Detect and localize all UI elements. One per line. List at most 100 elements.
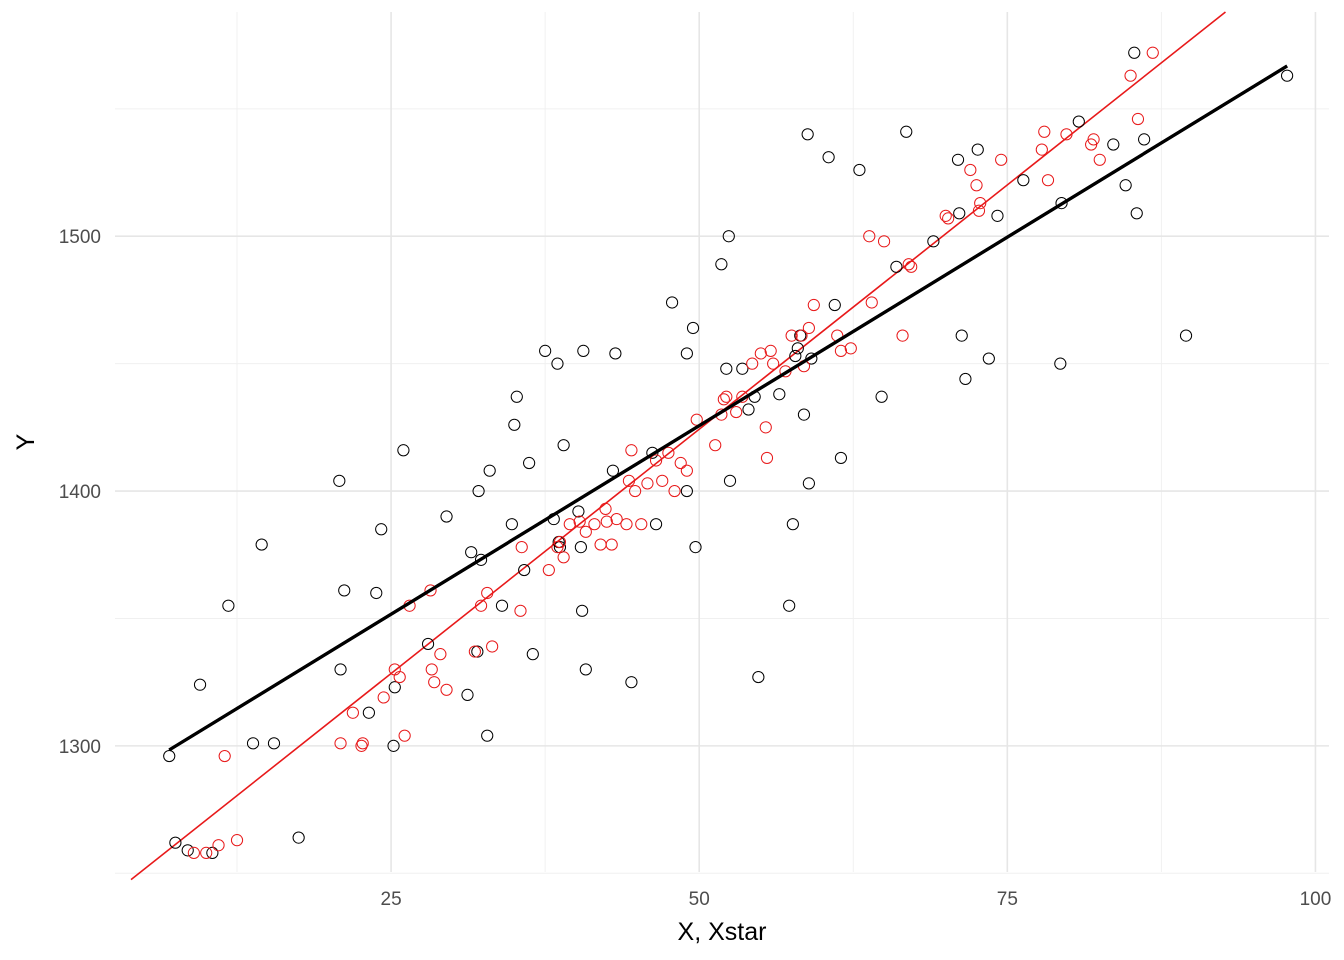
data-point: [486, 640, 499, 653]
data-point: [720, 390, 733, 403]
x-tick-label: 50: [689, 889, 710, 910]
data-point: [939, 209, 952, 222]
data-point: [495, 599, 509, 612]
data-point: [434, 648, 447, 661]
data-point: [579, 525, 592, 538]
x-axis-title: X, Xstar: [678, 918, 767, 946]
data-point: [594, 538, 607, 551]
data-point: [785, 329, 798, 342]
data-point: [982, 352, 995, 365]
data-point: [563, 518, 576, 531]
data-point: [791, 342, 804, 355]
data-point: [518, 563, 531, 577]
data-point: [972, 204, 986, 217]
data-point: [346, 706, 359, 719]
data-point: [355, 739, 368, 752]
data-point: [515, 541, 528, 554]
data-point: [649, 454, 663, 467]
data-point: [674, 456, 687, 470]
data-point: [334, 737, 347, 750]
y-tick-label: 1400: [59, 482, 101, 503]
data-point: [717, 393, 730, 406]
data-point: [863, 230, 876, 243]
data-point: [421, 637, 435, 651]
data-point: [822, 151, 835, 164]
data-point: [680, 464, 693, 477]
data-point: [370, 586, 383, 600]
data-point: [440, 510, 453, 523]
data-point: [200, 846, 213, 859]
x-tick-label: 75: [997, 889, 1018, 910]
data-point: [510, 390, 523, 403]
data-point: [722, 230, 735, 243]
data-point: [1055, 197, 1068, 210]
data-points: [163, 46, 1294, 859]
data-point: [481, 729, 494, 742]
data-point: [388, 681, 401, 694]
data-point: [865, 296, 878, 309]
data-point: [377, 691, 390, 704]
data-point: [646, 446, 659, 459]
data-point: [163, 749, 176, 763]
data-point: [656, 474, 669, 487]
data-point: [187, 846, 200, 859]
data-point: [539, 344, 552, 358]
data-point: [971, 143, 984, 156]
data-point: [844, 342, 857, 355]
data-point: [801, 128, 814, 141]
data-point: [362, 706, 375, 719]
data-point: [1119, 179, 1132, 192]
data-point: [193, 678, 207, 691]
data-point: [970, 179, 983, 192]
data-point: [579, 663, 592, 676]
data-point: [736, 362, 749, 375]
data-point: [605, 538, 618, 551]
data-point: [689, 541, 702, 554]
data-point: [665, 296, 679, 309]
data-point: [461, 688, 474, 702]
data-point: [877, 235, 891, 248]
data-point: [902, 258, 915, 271]
data-point: [505, 518, 518, 531]
y-axis-title: Y: [12, 433, 40, 450]
data-point: [795, 329, 808, 342]
data-point: [896, 329, 909, 342]
data-point: [690, 413, 703, 426]
data-point: [1179, 329, 1193, 342]
data-point: [425, 663, 438, 676]
data-point: [230, 834, 244, 847]
data-point: [625, 676, 638, 689]
data-point: [212, 839, 225, 852]
data-point: [206, 846, 219, 859]
data-point: [1138, 133, 1151, 146]
data-point: [942, 212, 955, 225]
data-point: [576, 604, 589, 617]
data-point: [338, 584, 351, 597]
x-tick-label: 100: [1300, 889, 1332, 910]
data-point: [468, 645, 481, 658]
data-point: [397, 444, 410, 457]
data-point: [680, 484, 693, 498]
data-point: [805, 352, 818, 365]
data-point: [1017, 174, 1030, 187]
data-point: [760, 451, 774, 465]
data-point: [181, 844, 194, 857]
data-point: [641, 477, 654, 490]
data-point: [900, 125, 913, 138]
data-point: [1107, 138, 1120, 151]
data-point: [680, 347, 693, 360]
data-point: [1041, 174, 1055, 187]
data-point: [764, 344, 777, 358]
data-point: [508, 418, 521, 431]
data-point: [553, 535, 567, 549]
data-point: [1128, 46, 1141, 59]
fit-line-overlay: [168, 64, 1288, 752]
data-point: [767, 357, 780, 370]
data-point: [629, 484, 642, 498]
data-point: [991, 209, 1004, 222]
data-point: [599, 502, 612, 515]
data-point: [356, 737, 369, 750]
data-point: [474, 553, 488, 566]
data-point: [523, 456, 536, 470]
data-point: [709, 439, 722, 452]
